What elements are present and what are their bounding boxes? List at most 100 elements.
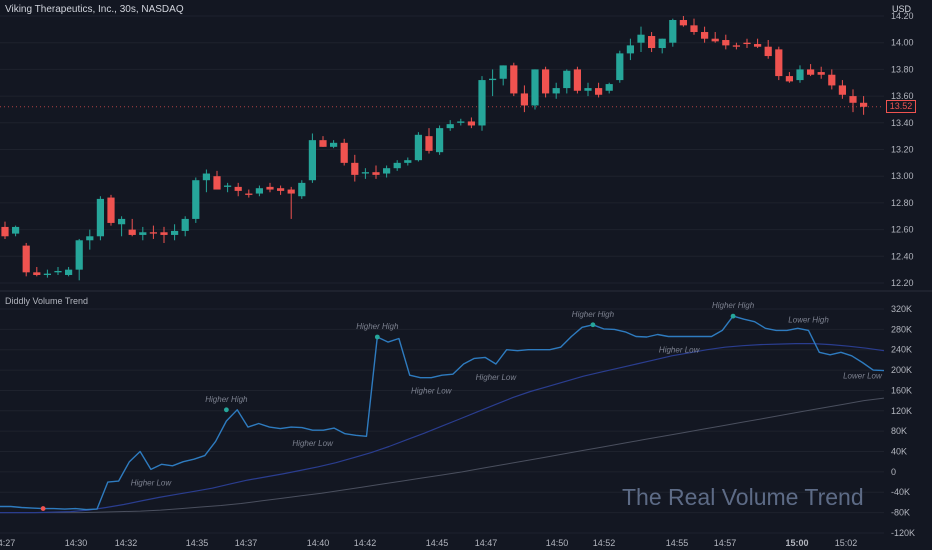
candle-body <box>860 102 868 107</box>
candle <box>330 140 338 149</box>
price-tick-label: 12.60 <box>891 225 914 235</box>
indicator-watermark: The Real Volume Trend <box>622 484 864 510</box>
candle-body <box>171 230 179 235</box>
price-tick-label: 12.40 <box>891 251 914 261</box>
candle-body <box>255 188 263 194</box>
price-tick-label: 14.00 <box>891 38 914 48</box>
candle <box>552 82 560 99</box>
candle-body <box>796 69 804 81</box>
volume-trend-line <box>0 315 885 511</box>
time-tick-label: 14:30 <box>65 538 88 548</box>
candle <box>128 218 136 237</box>
candle <box>499 65 507 86</box>
candle <box>796 65 804 83</box>
candle-body <box>96 198 104 237</box>
candle-body <box>65 269 73 275</box>
price-axis: 12.20 12.40 12.60 12.80 13.00 13.20 13.40 13.60… <box>891 11 914 288</box>
candle-body <box>33 272 41 275</box>
candle <box>467 117 475 129</box>
candle <box>775 46 783 81</box>
time-tick-label: 14:27 <box>0 538 15 548</box>
candle-body <box>181 218 189 231</box>
candle-body <box>743 42 751 45</box>
candle <box>404 157 412 166</box>
indicator-title[interactable]: Diddly Volume Trend <box>5 296 89 306</box>
pivot-marker <box>223 407 229 413</box>
candle-body <box>690 25 698 33</box>
price-tick-label: 13.60 <box>891 91 914 101</box>
candle-body <box>457 121 465 123</box>
candle <box>701 26 709 43</box>
time-tick-label: 15:00 <box>785 538 808 548</box>
candle <box>414 132 422 162</box>
candle <box>828 69 836 90</box>
time-tick-label: 14:57 <box>714 538 737 548</box>
candle-body <box>499 65 507 79</box>
candle-body <box>266 186 274 190</box>
candle <box>669 18 677 47</box>
candle-body <box>552 88 560 94</box>
candle <box>446 120 454 131</box>
pivot-marker <box>374 334 380 340</box>
candle-body <box>658 38 666 49</box>
candle-body <box>277 188 285 191</box>
pivot-label: Lower Low <box>843 371 883 380</box>
volume-trend-indicator: Higher High Higher Low Higher High Higher L… <box>0 301 885 514</box>
candle-body <box>298 182 306 197</box>
candle-body <box>330 142 338 147</box>
candle-body <box>542 69 550 94</box>
candle-body <box>404 160 412 163</box>
candle <box>489 69 497 97</box>
candle-body <box>520 93 528 106</box>
candle-body <box>732 45 740 47</box>
time-tick-label: 14:47 <box>475 538 498 548</box>
volume-axis: 320K 280K 240K 200K 160K 120K 80K 40K 0 -40K -80K -… <box>891 304 915 538</box>
candle <box>563 69 571 94</box>
candle-body <box>149 232 157 234</box>
candle <box>33 266 41 277</box>
candle <box>711 32 719 43</box>
candle-body <box>573 69 581 91</box>
candle <box>838 80 846 99</box>
candle <box>139 226 147 241</box>
candle <box>849 89 857 113</box>
candle-body <box>637 34 645 43</box>
candle <box>75 238 83 281</box>
candle-body <box>86 236 94 241</box>
candle <box>319 136 327 147</box>
candle <box>616 50 624 83</box>
grid-lines <box>0 15 932 534</box>
candle <box>690 18 698 35</box>
candle <box>181 216 189 237</box>
candle <box>817 66 825 79</box>
candle-body <box>764 46 772 57</box>
candle-body <box>701 32 709 39</box>
candle-body <box>817 72 825 75</box>
candle <box>298 180 306 199</box>
candle-body <box>351 162 359 175</box>
candle-body <box>319 140 327 147</box>
candle <box>478 76 486 131</box>
candle <box>308 133 316 183</box>
candle <box>637 26 645 53</box>
candle <box>12 225 20 237</box>
pivot-label: Lower High <box>788 315 829 324</box>
time-tick-label: 14:40 <box>307 538 330 548</box>
candle-body <box>775 49 783 77</box>
candle-body <box>446 124 454 129</box>
slow-moving-average-line <box>0 397 885 514</box>
candle-body <box>118 218 126 225</box>
candle <box>785 72 793 83</box>
price-tick-label: 13.00 <box>891 171 914 181</box>
candle-body <box>785 76 793 82</box>
candle-body <box>605 84 613 91</box>
candle-body <box>711 38 719 42</box>
candle <box>22 242 30 277</box>
price-tick-label: 13.80 <box>891 64 914 74</box>
fast-moving-average-line <box>0 343 885 514</box>
candle-body <box>849 96 857 103</box>
candle <box>436 125 444 155</box>
candle-body <box>160 232 168 235</box>
candle-body <box>1 226 9 237</box>
